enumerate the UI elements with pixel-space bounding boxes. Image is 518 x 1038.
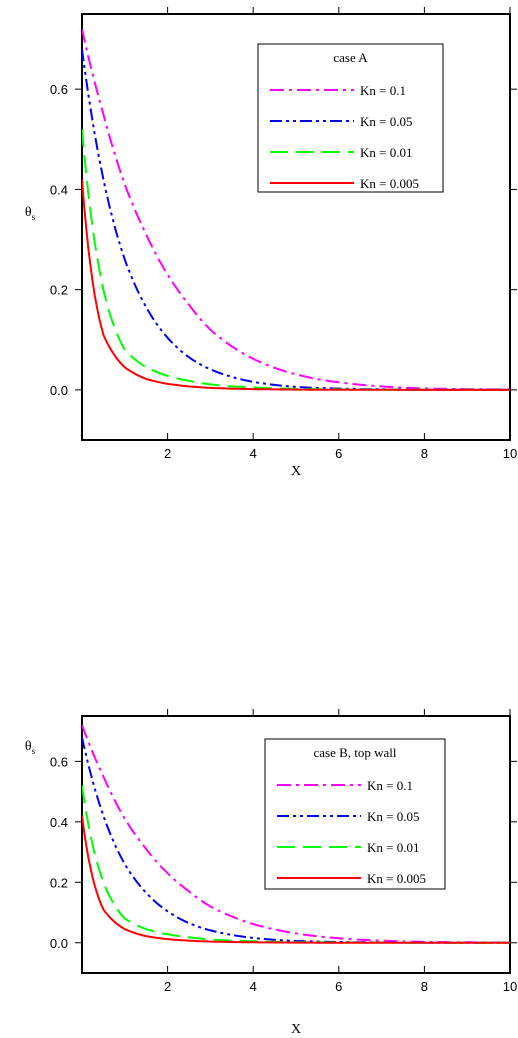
series-line-0	[82, 28, 510, 391]
x-tick-label: 4	[250, 446, 257, 461]
y-axis-title: θs	[25, 205, 36, 222]
series-line-1	[82, 48, 510, 391]
chart-case-b: 2 4 6 8 10 0.0 0.2 0.4 0.6 Xθs case B, top wall Kn …	[25, 709, 517, 1037]
series-line-1	[82, 736, 510, 944]
x-tick-label: 8	[421, 979, 428, 994]
legend-label-2: Kn = 0.01	[367, 840, 419, 855]
y-tick-label: 0.6	[50, 754, 68, 769]
legend-label-0: Kn = 0.1	[360, 83, 406, 98]
legend-label-0: Kn = 0.1	[367, 778, 413, 793]
legend: case A Kn = 0.1 Kn = 0.05 Kn = 0.01 Kn = 0.0…	[257, 43, 444, 193]
legend: case B, top wall Kn = 0.1 Kn = 0.05 Kn = 0.…	[264, 738, 446, 890]
x-tick-label: 10	[503, 446, 517, 461]
plot-frame	[81, 13, 511, 441]
series-line-0	[82, 724, 510, 944]
legend-label-1: Kn = 0.05	[367, 809, 419, 824]
y-axis-title: θs	[25, 739, 36, 756]
y-tick-label: 0.0	[50, 936, 68, 951]
legend-label-2: Kn = 0.01	[360, 145, 412, 160]
y-tick-label: 0.0	[50, 383, 68, 398]
legend-label-3: Kn = 0.005	[360, 176, 419, 191]
legend-box	[264, 738, 446, 890]
legend-title: case A	[333, 50, 368, 65]
plot-frame	[81, 715, 511, 974]
x-axis-title: X	[291, 1022, 301, 1037]
x-tick-label: 6	[335, 979, 342, 994]
x-tick-label: 4	[250, 979, 257, 994]
x-tick-label: 2	[164, 446, 171, 461]
x-tick-label: 6	[335, 446, 342, 461]
legend-box	[257, 43, 444, 193]
y-tick-label: 0.6	[50, 82, 68, 97]
x-tick-label: 2	[164, 979, 171, 994]
y-tick-label: 0.4	[50, 182, 68, 197]
legend-label-3: Kn = 0.005	[367, 871, 426, 886]
series-line-3	[82, 815, 510, 944]
x-tick-label: 8	[421, 446, 428, 461]
y-tick-label: 0.2	[50, 875, 68, 890]
legend-title: case B, top wall	[313, 745, 396, 760]
legend-label-1: Kn = 0.05	[360, 114, 412, 129]
y-tick-label: 0.4	[50, 815, 68, 830]
y-tick-label: 0.2	[50, 283, 68, 298]
series-line-3	[82, 179, 510, 391]
chart-case-a: 2 4 6 8 10 0.0 0.2 0.4 0.6 Xθs case A Kn = 0.1 Kn = …	[25, 7, 517, 479]
series-line-2	[82, 129, 510, 391]
x-tick-label: 10	[503, 979, 517, 994]
x-axis-title: X	[291, 464, 301, 479]
